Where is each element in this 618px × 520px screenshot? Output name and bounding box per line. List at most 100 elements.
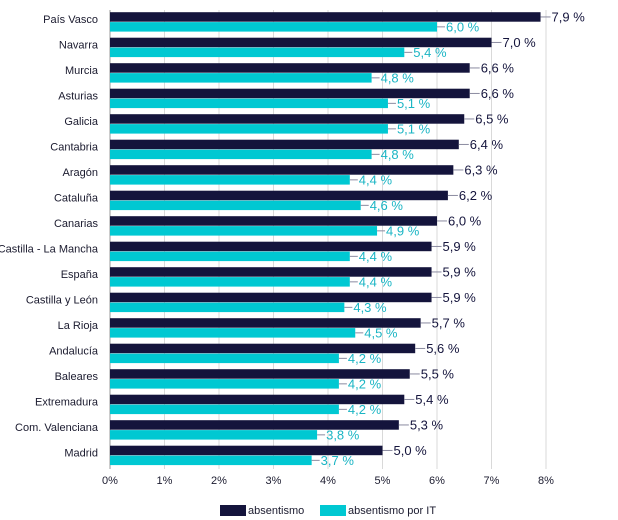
data-label-absentismo-it: 5,4 % xyxy=(413,45,447,60)
bar-absentismo xyxy=(110,37,492,48)
category-label: Castilla y León xyxy=(26,295,98,307)
bar-absentismo xyxy=(110,369,410,379)
data-label-absentismo: 6,0 % xyxy=(448,213,482,228)
category-label: Aragón xyxy=(63,167,98,179)
bar-absentismo xyxy=(110,241,432,252)
x-tick-label: 3% xyxy=(266,475,282,487)
data-label-absentismo: 6,3 % xyxy=(464,162,498,177)
bar-absentismo-it xyxy=(110,98,388,109)
bar-absentismo xyxy=(110,343,416,354)
bars xyxy=(110,12,541,466)
gridlines xyxy=(109,10,547,469)
data-label-absentismo-it: 4,4 % xyxy=(359,172,393,187)
category-label: País Vasco xyxy=(43,14,98,26)
data-label-absentismo-it: 4,9 % xyxy=(386,223,420,238)
bar-absentismo xyxy=(110,63,470,73)
category-label: Canarias xyxy=(54,218,99,230)
data-label-absentismo-it: 4,4 % xyxy=(359,249,393,264)
bar-absentismo-it xyxy=(110,302,345,313)
bar-absentismo xyxy=(110,394,405,405)
x-tick-label: 5% xyxy=(375,475,391,487)
legend-swatch xyxy=(220,505,246,516)
data-label-absentismo: 6,2 % xyxy=(459,188,493,203)
data-label-absentismo-it: 4,8 % xyxy=(381,70,415,85)
bar-absentismo-it xyxy=(110,175,350,185)
data-label-absentismo-it: 6,0 % xyxy=(446,19,480,34)
data-label-absentismo: 5,9 % xyxy=(443,290,477,305)
category-label: Asturias xyxy=(58,91,98,103)
bar-absentismo-it xyxy=(110,22,437,32)
data-label-absentismo: 5,9 % xyxy=(443,264,477,279)
category-label: Castilla - La Mancha xyxy=(0,244,99,256)
legend-label: absentismo xyxy=(248,505,304,517)
data-label-absentismo: 5,7 % xyxy=(432,315,466,330)
bar-absentismo xyxy=(110,318,421,328)
data-label-absentismo-it: 4,8 % xyxy=(381,147,415,162)
data-label-absentismo: 5,5 % xyxy=(421,366,455,381)
data-label-absentismo: 6,4 % xyxy=(470,137,504,152)
bar-absentismo-it xyxy=(110,226,378,236)
category-label: Andalucía xyxy=(49,346,99,358)
bar-absentismo-it xyxy=(110,328,356,338)
data-label-absentismo-it: 4,5 % xyxy=(364,325,398,340)
data-label-absentismo-it: 5,1 % xyxy=(397,121,431,136)
category-label: Navarra xyxy=(59,40,99,52)
category-label: Baleares xyxy=(55,371,99,383)
data-label-absentismo: 5,6 % xyxy=(426,341,460,356)
bar-absentismo-it xyxy=(110,200,361,211)
x-tick-label: 8% xyxy=(538,475,554,487)
data-label-absentismo-it: 4,2 % xyxy=(348,376,382,391)
legend-swatch xyxy=(320,505,346,516)
data-label-absentismo: 5,4 % xyxy=(415,392,449,407)
category-label: Murcia xyxy=(65,65,99,77)
data-label-absentismo-it: 4,4 % xyxy=(359,274,393,289)
category-label: Com. Valenciana xyxy=(15,422,99,434)
bar-absentismo-it xyxy=(110,47,405,58)
x-tick-label: 2% xyxy=(211,475,227,487)
x-tick-label: 0% xyxy=(102,475,118,487)
data-label-absentismo: 5,9 % xyxy=(443,239,477,254)
bar-absentismo-it xyxy=(110,73,372,83)
bar-absentismo-it xyxy=(110,379,339,389)
bar-absentismo xyxy=(110,267,432,277)
category-label: La Rioja xyxy=(58,320,99,332)
bar-absentismo xyxy=(110,12,541,22)
bar-absentismo-it xyxy=(110,251,350,262)
data-label-absentismo-it: 4,3 % xyxy=(353,300,387,315)
labels: 0% 1% 2% 3% 4% 5% 6% 7% 8% País Vasco 7,9 % 6,0 % Na… xyxy=(0,9,585,487)
bar-absentismo xyxy=(110,190,448,201)
bar-absentismo-it xyxy=(110,149,372,160)
data-label-absentismo: 6,5 % xyxy=(475,111,509,126)
category-label: Cataluña xyxy=(54,193,99,205)
bar-absentismo xyxy=(110,445,383,456)
data-label-absentismo-it: 3,7 % xyxy=(321,453,355,468)
bar-absentismo-it xyxy=(110,277,350,287)
bar-absentismo xyxy=(110,139,459,150)
bar-absentismo xyxy=(110,88,470,99)
data-label-absentismo-it: 4,6 % xyxy=(370,198,404,213)
bar-absentismo xyxy=(110,292,432,303)
category-label: Madrid xyxy=(64,448,98,460)
data-label-absentismo-it: 4,2 % xyxy=(348,351,382,366)
bar-absentismo xyxy=(110,165,454,175)
data-label-absentismo-it: 3,8 % xyxy=(326,427,360,442)
x-tick-label: 4% xyxy=(320,475,336,487)
bar-absentismo-it xyxy=(110,430,318,440)
data-label-absentismo: 6,6 % xyxy=(481,60,515,75)
legend: absentismo absentismo por IT xyxy=(220,505,436,517)
bar-absentismo xyxy=(110,114,465,124)
data-label-absentismo: 5,0 % xyxy=(394,443,428,458)
x-tick-label: 1% xyxy=(157,475,173,487)
bar-absentismo-it xyxy=(110,353,339,364)
category-label: Galicia xyxy=(64,116,99,128)
data-label-absentismo: 7,9 % xyxy=(552,9,586,24)
x-tick-label: 7% xyxy=(484,475,500,487)
category-label: España xyxy=(61,269,99,281)
data-label-absentismo-it: 5,1 % xyxy=(397,96,431,111)
bar-absentismo-it xyxy=(110,404,339,415)
category-label: Cantabria xyxy=(50,142,99,154)
bar-absentismo-it xyxy=(110,455,312,466)
bar-absentismo xyxy=(110,420,399,430)
